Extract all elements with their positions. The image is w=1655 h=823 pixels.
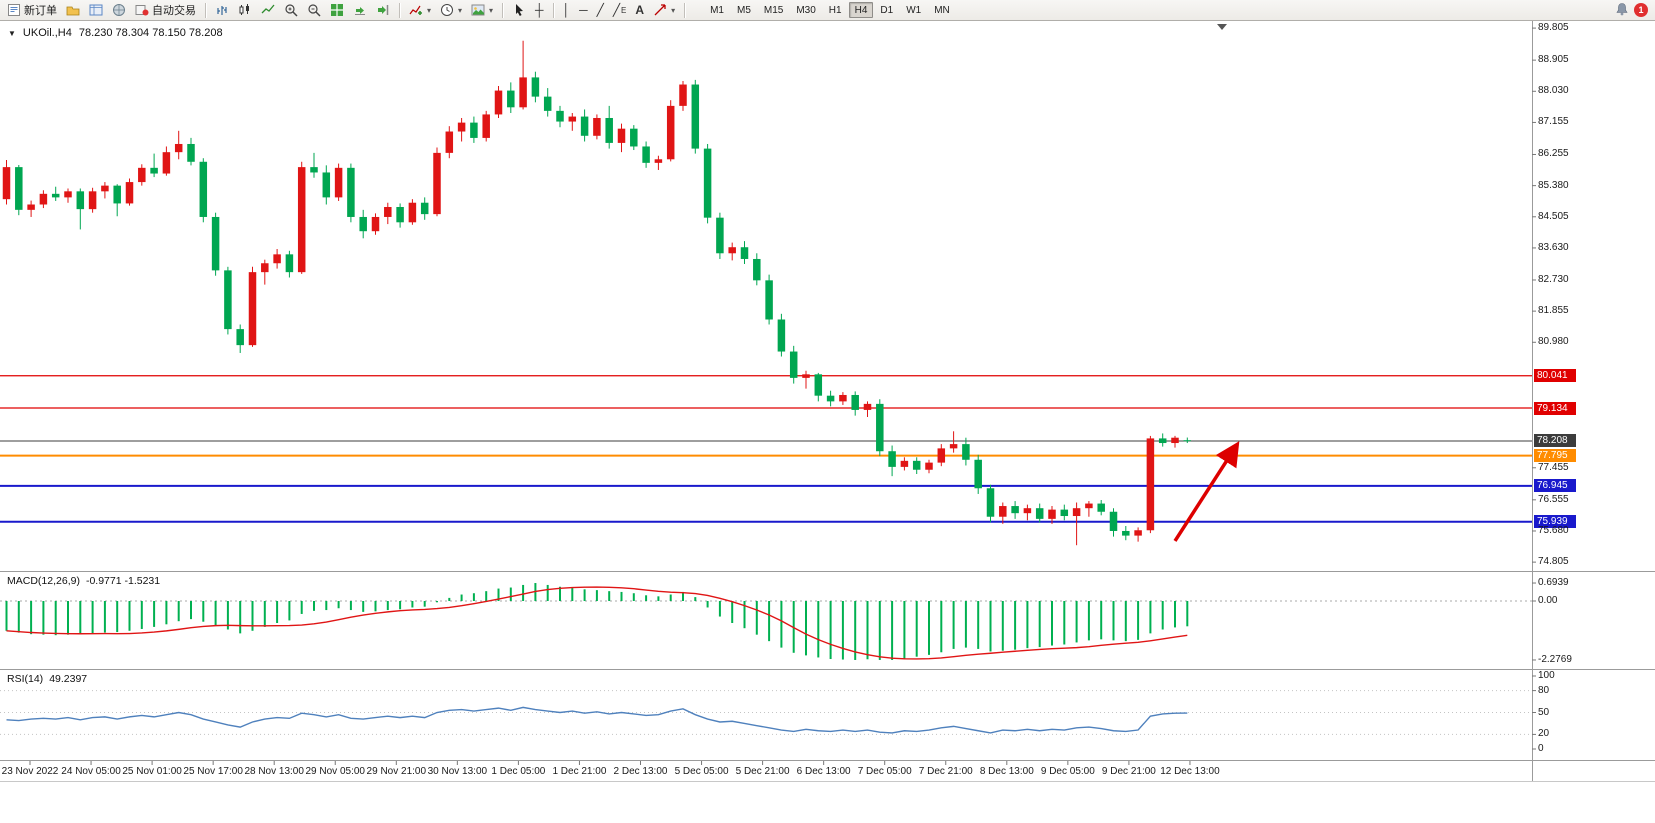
trendline-icon: ╱ [596, 3, 604, 17]
rsi-pane-title: RSI(14) 49.2397 [7, 673, 87, 685]
periods-button[interactable]: ▾ [436, 1, 466, 19]
main-pane-title: ▼ UKOil.,H4 78.230 78.304 78.150 78.208 [8, 27, 223, 39]
timeframe-button-mn[interactable]: MN [934, 4, 950, 16]
zoom-in-button[interactable] [280, 1, 302, 19]
rsi-indicator-label: RSI(14) [7, 673, 44, 685]
bar-chart-icon [215, 3, 229, 17]
toolbar-separator [205, 2, 206, 18]
text-tool-button[interactable]: A [631, 1, 648, 19]
chart-shift-marker[interactable] [1217, 24, 1227, 30]
templates-button[interactable]: ▾ [467, 1, 497, 19]
candlestick-chart-button[interactable] [234, 1, 256, 19]
timeframe-button-h1[interactable]: H1 [828, 4, 842, 16]
arrows-tool-button[interactable]: ▾ [649, 1, 679, 19]
symbol-collapse-icon[interactable]: ▼ [8, 28, 16, 38]
chevron-down-icon: ▾ [427, 5, 432, 15]
chart-shift-button[interactable] [372, 1, 394, 19]
auto-scroll-icon [353, 3, 367, 17]
chevron-down-icon: ▾ [489, 5, 494, 15]
auto-trading-label: 自动交易 [152, 5, 196, 17]
horizontal-line-button[interactable]: ─ [575, 1, 592, 19]
horizontal-line-icon: ─ [579, 3, 588, 17]
bar-chart-button[interactable] [211, 1, 233, 19]
rsi-indicator-value: 49.2397 [49, 673, 88, 685]
ohlc-values-label: 78.230 78.304 78.150 78.208 [78, 27, 223, 39]
vertical-line-button[interactable]: │ [559, 1, 575, 19]
trendline-button[interactable]: ╱ [593, 1, 608, 19]
toolbar-right-group: 1 [1615, 2, 1652, 19]
channel-letter: E [621, 5, 627, 15]
market-watch-button[interactable] [85, 1, 107, 19]
chart-shift-icon [376, 3, 390, 17]
candles [2, 40, 1192, 546]
toolbar-separator [399, 2, 400, 18]
timeframe-button-h4[interactable]: H4 [848, 2, 874, 18]
toolbar: 新订单 自动交易 [0, 0, 1655, 21]
toolbar-separator [684, 2, 686, 18]
candlestick-chart-icon [238, 3, 252, 17]
new-order-label: 新订单 [24, 5, 57, 17]
timeframe-button-m5[interactable]: M5 [736, 4, 751, 16]
equidistant-channel-button[interactable]: ╱ E [609, 1, 631, 19]
indicators-button[interactable]: ▾ [405, 1, 435, 19]
macd-signal-line [6, 586, 1188, 660]
navigator-icon [112, 3, 126, 17]
text-tool-icon: A [635, 3, 645, 17]
timeframe-button-d1[interactable]: D1 [880, 4, 894, 16]
macd-indicator-values: -0.9771 -1.5231 [85, 575, 161, 587]
crosshair-button[interactable]: ┼ [531, 1, 548, 19]
zoom-out-button[interactable] [303, 1, 325, 19]
profiles-button[interactable] [62, 1, 84, 19]
timeframe-button-m1[interactable]: M1 [710, 4, 724, 16]
vertical-line-icon: │ [562, 3, 571, 17]
clock-icon [440, 3, 454, 17]
bell-icon[interactable] [1615, 2, 1629, 19]
trend-arrow-annotation[interactable] [1173, 441, 1240, 542]
template-image-icon [471, 3, 485, 17]
new-order-button[interactable]: 新订单 [3, 1, 61, 19]
timeframe-button-m15[interactable]: M15 [763, 4, 784, 16]
toolbar-separator [502, 2, 504, 18]
auto-scroll-button[interactable] [349, 1, 371, 19]
tile-windows-icon [330, 3, 344, 17]
timeframe-button-w1[interactable]: W1 [906, 4, 922, 16]
crosshair-icon: ┼ [535, 3, 544, 17]
market-watch-icon [89, 3, 103, 17]
auto-trading-button[interactable]: 自动交易 [131, 1, 200, 19]
chevron-down-icon: ▾ [458, 5, 463, 15]
cursor-icon [512, 3, 526, 17]
toolbar-separator [552, 2, 554, 18]
line-chart-icon [261, 3, 275, 17]
notification-badge[interactable]: 1 [1634, 3, 1648, 17]
timeframe-button-m30[interactable]: M30 [796, 4, 816, 16]
arrow-tool-icon [653, 3, 667, 17]
channel-icon: ╱ [612, 3, 621, 17]
timeframe-group: M1 M5 M15 M30 H1 H4 D1 W1 MN [704, 2, 956, 18]
macd-indicator-label: MACD(12,26,9) [7, 575, 80, 587]
auto-trading-icon [135, 3, 149, 17]
new-order-icon [7, 3, 21, 17]
zoom-out-icon [307, 3, 321, 17]
folder-icon [66, 3, 80, 17]
rsi-line [6, 706, 1188, 734]
cursor-button[interactable] [508, 1, 530, 19]
macd-histogram [5, 583, 1189, 660]
chevron-down-icon: ▾ [671, 5, 676, 15]
indicators-icon [409, 3, 423, 17]
line-chart-button[interactable] [257, 1, 279, 19]
macd-pane-title: MACD(12,26,9) -0.9771 -1.5231 [7, 575, 160, 587]
navigator-button[interactable] [108, 1, 130, 19]
tile-windows-button[interactable] [326, 1, 348, 19]
zoom-in-icon [284, 3, 298, 17]
symbol-period-label: UKOil.,H4 [22, 27, 72, 39]
